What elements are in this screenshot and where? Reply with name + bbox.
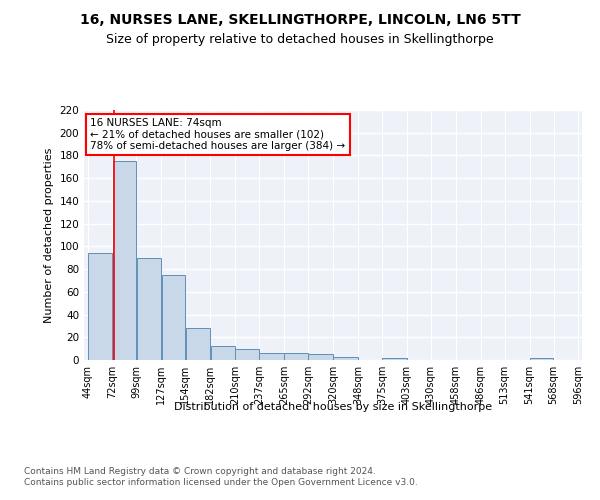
Bar (113, 161, 136, 360)
Bar (530, 358, 553, 360)
Bar (161, 275, 185, 360)
Bar (137, 258, 161, 360)
Bar (259, 353, 284, 360)
Bar (211, 346, 235, 360)
Bar (235, 348, 259, 360)
Text: Size of property relative to detached houses in Skellingthorpe: Size of property relative to detached ho… (106, 32, 494, 46)
Text: Distribution of detached houses by size in Skellingthorpe: Distribution of detached houses by size … (174, 402, 492, 412)
Bar (333, 356, 358, 360)
Y-axis label: Number of detached properties: Number of detached properties (44, 148, 54, 322)
Bar (382, 358, 407, 360)
Bar (308, 354, 333, 360)
Text: 16 NURSES LANE: 74sqm
← 21% of detached houses are smaller (102)
78% of semi-det: 16 NURSES LANE: 74sqm ← 21% of detached … (90, 118, 346, 151)
Text: 16, NURSES LANE, SKELLINGTHORPE, LINCOLN, LN6 5TT: 16, NURSES LANE, SKELLINGTHORPE, LINCOLN… (80, 12, 520, 26)
Bar (88, 253, 112, 360)
Bar (185, 328, 210, 360)
Bar (284, 353, 308, 360)
Text: Contains HM Land Registry data © Crown copyright and database right 2024.
Contai: Contains HM Land Registry data © Crown c… (24, 468, 418, 487)
